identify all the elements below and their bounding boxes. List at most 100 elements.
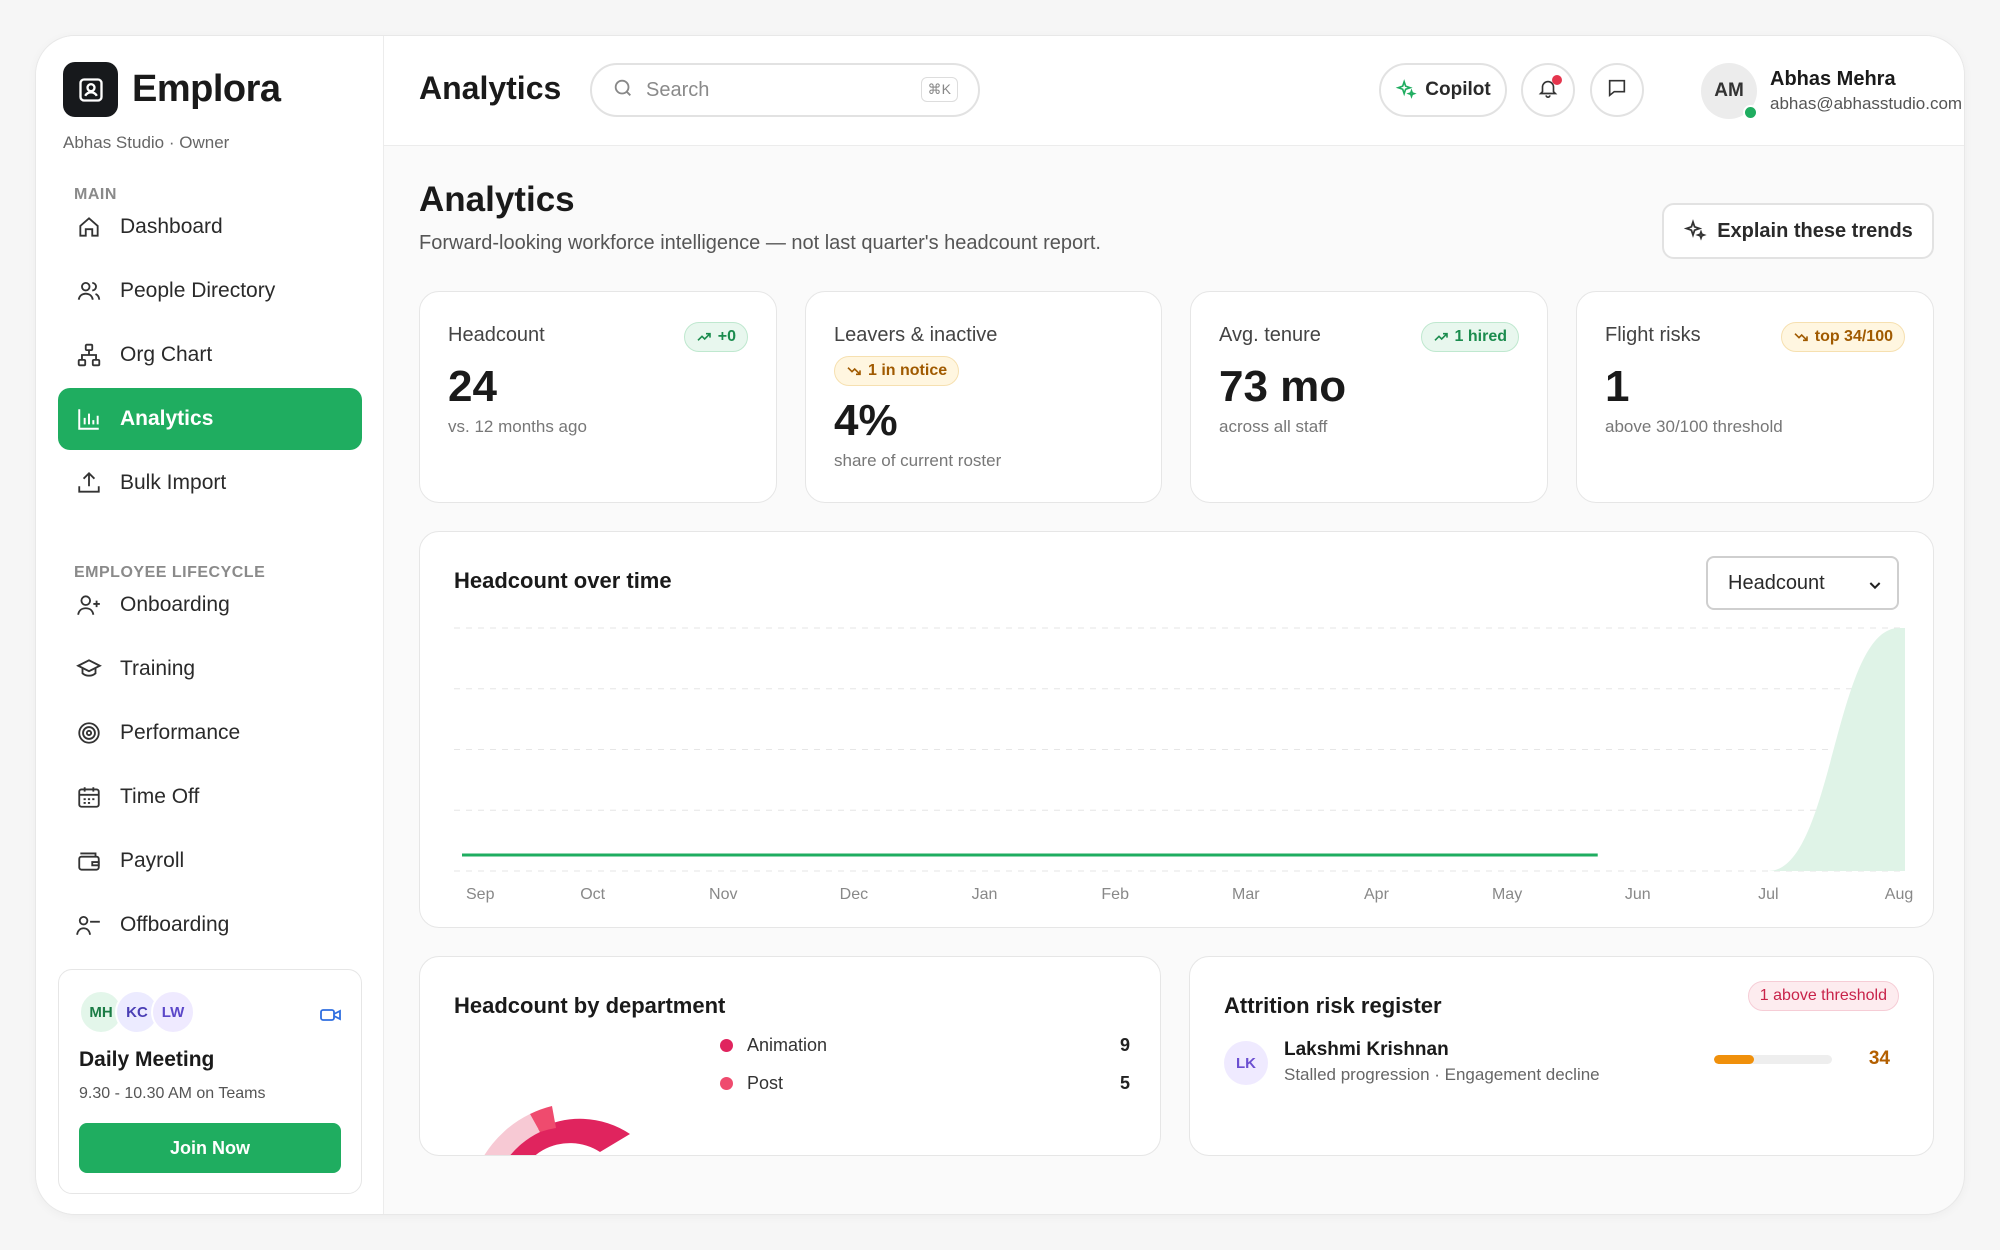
brand-logo-icon xyxy=(63,62,118,117)
trend-up-icon xyxy=(1433,329,1449,345)
x-tick-label: Nov xyxy=(709,886,737,903)
kpi-badge: +0 xyxy=(683,322,748,352)
brand[interactable]: Emplora xyxy=(63,62,281,117)
sidebar-item-training[interactable]: Training xyxy=(58,638,362,700)
donut-segment-animation xyxy=(507,1118,630,1155)
x-tick-label: May xyxy=(1492,886,1522,903)
kpi-badge: top 34/100 xyxy=(1780,322,1905,352)
sidebar-item-bulk-import[interactable]: Bulk Import xyxy=(58,452,362,514)
chevron-down-icon xyxy=(1867,576,1883,599)
search-input[interactable]: Search ⌘K xyxy=(590,63,980,117)
section-label-lifecycle: EMPLOYEE LIFECYCLE xyxy=(74,564,266,581)
sidebar-item-label: Offboarding xyxy=(120,913,230,936)
explain-trends-label: Explain these trends xyxy=(1717,219,1913,242)
sidebar-item-label: Training xyxy=(120,657,196,680)
explain-trends-button[interactable]: Explain these trends xyxy=(1662,203,1934,259)
kpi-note: share of current roster xyxy=(834,451,1002,470)
sidebar-nav: Emplora Abhas Studio · Owner MAIN Dashbo… xyxy=(36,36,384,948)
notifications-button[interactable] xyxy=(1521,63,1575,117)
legend-item-post: Post 5 xyxy=(720,1073,1130,1094)
risk-score-bar xyxy=(1714,1055,1832,1064)
x-tick-label: Aug xyxy=(1885,886,1913,903)
app-window: Emplora Abhas Studio · Owner MAIN Dashbo… xyxy=(35,35,1965,1215)
area-series xyxy=(462,628,1905,871)
bell-icon xyxy=(1537,77,1559,104)
target-icon xyxy=(75,719,103,747)
kpi-label: Avg. tenure xyxy=(1219,324,1321,346)
attrition-badge: 1 above threshold xyxy=(1747,981,1899,1011)
donut-segment-post xyxy=(484,1114,540,1155)
legend-item-animation: Animation 9 xyxy=(720,1035,1130,1056)
video-camera-icon[interactable] xyxy=(319,1003,343,1032)
sidebar-item-label: Payroll xyxy=(120,849,185,872)
copilot-label: Copilot xyxy=(1425,79,1491,100)
sidebar-item-label: Org Chart xyxy=(120,343,213,366)
sidebar-item-people-directory[interactable]: People Directory xyxy=(58,260,362,322)
calendar-icon xyxy=(75,783,103,811)
meeting-avatars: MH KC LW xyxy=(79,990,195,1034)
sidebar-item-analytics[interactable]: Analytics xyxy=(58,388,362,450)
sidebar: Emplora Abhas Studio · Owner MAIN Dashbo… xyxy=(36,36,384,1214)
users-icon xyxy=(75,277,103,305)
sidebar-item-performance[interactable]: Performance xyxy=(58,702,362,764)
kpi-value: 73 mo xyxy=(1219,362,1347,411)
sidebar-item-payroll[interactable]: Payroll xyxy=(58,830,362,892)
legend-value: 9 xyxy=(1119,1035,1130,1055)
legend-dot xyxy=(720,1039,733,1052)
attrition-card: Attrition risk register 1 above threshol… xyxy=(1189,956,1934,1156)
kpi-label: Flight risks xyxy=(1605,324,1701,346)
upload-icon xyxy=(75,469,103,497)
x-tick-label: Oct xyxy=(580,886,605,903)
main-content: Analytics Forward-looking workforce inte… xyxy=(384,146,1964,1214)
chat-icon xyxy=(1606,77,1628,104)
legend-dot xyxy=(720,1077,733,1090)
kpi-value: 4% xyxy=(834,396,898,445)
kpi-badge: 1 hired xyxy=(1420,322,1519,352)
section-label-main: MAIN xyxy=(74,186,117,203)
x-tick-label: Mar xyxy=(1232,886,1260,903)
copilot-button[interactable]: Copilot xyxy=(1379,63,1507,117)
user-avatar[interactable]: AM xyxy=(1701,63,1758,120)
sidebar-item-time-off[interactable]: Time Off xyxy=(58,766,362,828)
user-plus-icon xyxy=(75,591,103,619)
trend-down-icon xyxy=(1793,329,1809,345)
bar-chart-icon xyxy=(75,405,103,433)
avatar: LW xyxy=(151,990,195,1034)
x-tick-label: Jun xyxy=(1625,886,1651,903)
kpi-label: Headcount xyxy=(448,324,545,346)
table-row[interactable]: LK Lakshmi Krishnan Stalled progression … xyxy=(1224,1035,1904,1091)
search-shortcut: ⌘K xyxy=(920,77,958,102)
department-card-title: Headcount by department xyxy=(454,993,726,1018)
headcount-chart: Sep Oct Nov Dec Jan Feb Mar Apr May Jun Jul Aug xyxy=(454,627,1913,903)
sidebar-item-label: Time Off xyxy=(120,785,200,808)
meeting-card: MH KC LW Daily Meeting 9.30 - 10.30 AM o… xyxy=(58,969,362,1194)
sparkle-icon xyxy=(1395,79,1417,101)
page-title: Analytics xyxy=(419,180,575,219)
sidebar-item-label: People Directory xyxy=(120,279,276,302)
department-donut-chart xyxy=(484,1106,630,1155)
sidebar-item-offboarding[interactable]: Offboarding xyxy=(58,894,362,948)
sidebar-item-onboarding[interactable]: Onboarding xyxy=(58,574,362,636)
search-icon xyxy=(612,77,634,104)
sidebar-item-label: Onboarding xyxy=(120,593,230,616)
org-chart-icon xyxy=(75,341,103,369)
avatar: KC xyxy=(115,990,159,1034)
join-now-button[interactable]: Join Now xyxy=(79,1123,341,1173)
messages-button[interactable] xyxy=(1590,63,1644,117)
kpi-note: vs. 12 months ago xyxy=(448,417,587,436)
metric-select[interactable]: Headcount xyxy=(1706,556,1899,610)
kpi-value: 1 xyxy=(1605,362,1630,411)
chart-title: Headcount over time xyxy=(454,568,672,593)
kpi-badge-text: top 34/100 xyxy=(1814,328,1893,345)
org-line: Abhas Studio · Owner xyxy=(63,133,230,152)
sidebar-item-label: Dashboard xyxy=(120,215,223,238)
x-tick-label: Jul xyxy=(1758,886,1778,903)
sidebar-item-org-chart[interactable]: Org Chart xyxy=(58,324,362,386)
sidebar-item-label: Bulk Import xyxy=(120,471,227,494)
user-email: abhas@abhasstudio.com xyxy=(1770,94,1963,113)
legend-label: Post xyxy=(747,1073,784,1093)
x-tick-label: Dec xyxy=(840,886,868,903)
sidebar-item-dashboard[interactable]: Dashboard xyxy=(58,196,362,258)
trend-up-icon xyxy=(696,329,712,345)
kpi-badge-text: +0 xyxy=(717,328,736,345)
